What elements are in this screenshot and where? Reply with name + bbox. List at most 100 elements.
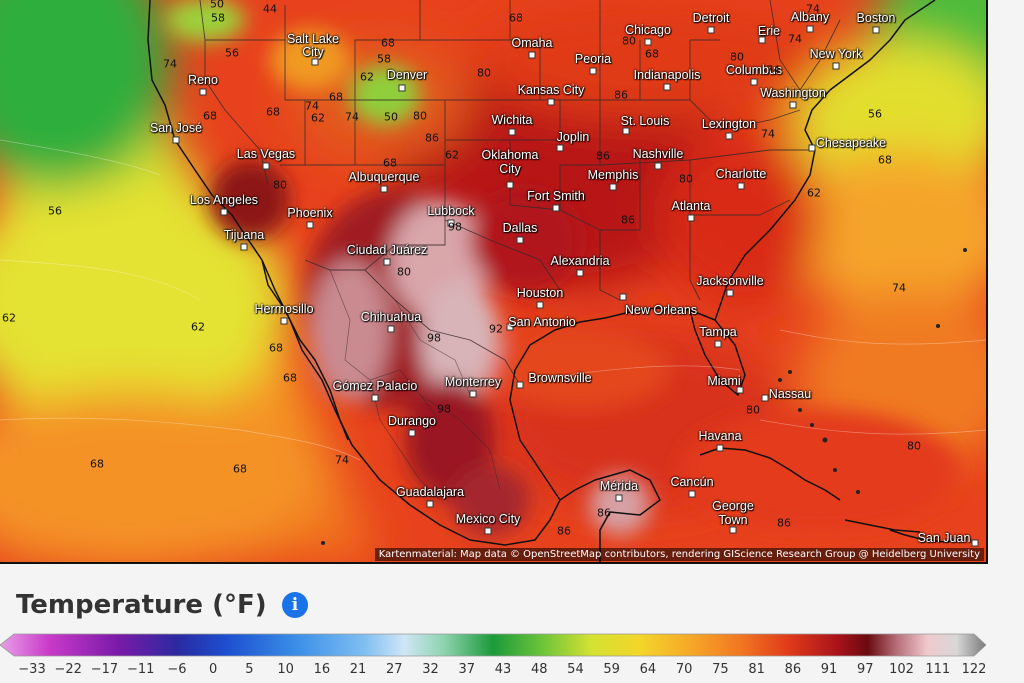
city-marker[interactable] — [736, 386, 744, 394]
city-marker[interactable] — [547, 98, 555, 106]
city-label: Denver — [386, 68, 428, 82]
city-marker[interactable] — [220, 208, 228, 216]
city-marker[interactable] — [737, 182, 745, 190]
city-marker[interactable] — [750, 78, 758, 86]
city-marker[interactable] — [609, 183, 617, 191]
city-label: Albuquerque — [348, 170, 420, 184]
city-marker[interactable] — [426, 500, 434, 508]
city-marker[interactable] — [729, 526, 737, 534]
city-marker[interactable] — [383, 258, 391, 266]
city-marker[interactable] — [506, 323, 514, 331]
city-marker[interactable] — [387, 325, 395, 333]
city-marker[interactable] — [832, 62, 840, 70]
city-marker[interactable] — [808, 144, 816, 152]
city-marker[interactable] — [280, 317, 288, 325]
city-marker[interactable] — [971, 539, 979, 547]
city-label: Lexington — [701, 117, 757, 131]
isotherm-label: 74 — [335, 453, 349, 467]
city-marker[interactable] — [726, 289, 734, 297]
isotherm-label: 68 — [329, 90, 343, 104]
city-marker[interactable] — [758, 36, 766, 44]
city-label: Reno — [188, 73, 218, 87]
city-marker[interactable] — [311, 58, 319, 66]
city-marker[interactable] — [536, 301, 544, 309]
isotherm-label: 86 — [596, 149, 610, 163]
city-label: Kansas City — [517, 83, 585, 97]
legend-tick-label: −17 — [90, 662, 119, 677]
city-marker[interactable] — [714, 340, 722, 348]
city-marker[interactable] — [576, 269, 584, 277]
isotherm-label: 86 — [614, 88, 628, 102]
city-marker[interactable] — [371, 394, 379, 402]
city-marker[interactable] — [872, 26, 880, 34]
legend-tick-label: 48 — [530, 662, 548, 677]
isotherm-label: 86 — [425, 131, 439, 145]
isotherm-label: 74 — [163, 57, 177, 71]
city-marker[interactable] — [447, 219, 455, 227]
legend-tick-label: −11 — [126, 662, 155, 677]
city-marker[interactable] — [172, 136, 180, 144]
city-marker[interactable] — [654, 162, 662, 170]
city-label: Tijuana — [223, 228, 265, 242]
legend-tick-label: −22 — [54, 662, 82, 677]
city-marker[interactable] — [806, 25, 814, 33]
legend-tick-label: 59 — [603, 662, 620, 677]
city-label: George Town — [712, 499, 754, 527]
city-marker[interactable] — [506, 181, 514, 189]
city-marker[interactable] — [663, 83, 671, 91]
city-marker[interactable] — [199, 88, 207, 96]
city-marker[interactable] — [240, 243, 248, 251]
city-marker[interactable] — [761, 394, 769, 402]
isotherm-label: 68 — [878, 153, 892, 167]
legend-tick-label: 16 — [313, 662, 331, 677]
temperature-field — [0, 0, 986, 562]
city-marker[interactable] — [516, 236, 524, 244]
legend-tick-label: 37 — [458, 662, 476, 677]
isotherm-label: 80 — [679, 172, 693, 186]
city-marker[interactable] — [306, 221, 314, 229]
city-marker[interactable] — [619, 293, 627, 301]
city-marker[interactable] — [508, 128, 516, 136]
city-marker[interactable] — [644, 38, 652, 46]
map-attribution[interactable]: Kartenmaterial: Map data © OpenStreetMap… — [374, 548, 984, 561]
city-marker[interactable] — [707, 26, 715, 34]
isotherm-label: 80 — [730, 50, 744, 64]
city-marker[interactable] — [398, 84, 406, 92]
city-marker[interactable] — [615, 494, 623, 502]
city-label: Mérida — [599, 479, 639, 493]
city-marker[interactable] — [380, 185, 388, 193]
city-marker[interactable] — [484, 527, 492, 535]
city-label: San Antonio — [508, 315, 576, 329]
city-marker[interactable] — [262, 162, 270, 170]
legend-tick-label: 5 — [245, 662, 254, 677]
city-label: Peoria — [574, 52, 612, 66]
city-marker[interactable] — [589, 67, 597, 75]
city-marker[interactable] — [469, 390, 477, 398]
city-marker[interactable] — [528, 51, 536, 59]
city-label: Cancún — [670, 475, 714, 489]
info-icon[interactable]: i — [282, 592, 308, 618]
city-marker[interactable] — [716, 444, 724, 452]
isotherm-label: 68 — [233, 462, 247, 476]
city-label: St. Louis — [620, 114, 670, 128]
isotherm-label: 74 — [761, 127, 775, 141]
city-label: Chesapeake — [815, 136, 887, 150]
city-marker[interactable] — [408, 429, 416, 437]
legend-tick-label: 81 — [748, 662, 765, 677]
city-marker[interactable] — [622, 127, 630, 135]
city-marker[interactable] — [688, 490, 696, 498]
legend-tick-label: 70 — [675, 662, 693, 677]
city-marker[interactable] — [516, 381, 524, 389]
city-label: Fort Smith — [527, 189, 585, 203]
legend-tick-label: 86 — [784, 662, 802, 677]
city-label: Lubbock — [427, 204, 475, 218]
city-marker[interactable] — [556, 144, 564, 152]
city-label: Mexico City — [455, 512, 521, 526]
city-marker[interactable] — [552, 204, 560, 212]
city-marker[interactable] — [789, 101, 797, 109]
isotherm-label: 68 — [269, 341, 283, 355]
weather-map[interactable]: Salt Lake City Denver Omaha Chicago Detroit Al… — [0, 0, 988, 564]
isotherm-label: 56 — [868, 107, 882, 121]
city-marker[interactable] — [687, 214, 695, 222]
city-marker[interactable] — [725, 132, 733, 140]
